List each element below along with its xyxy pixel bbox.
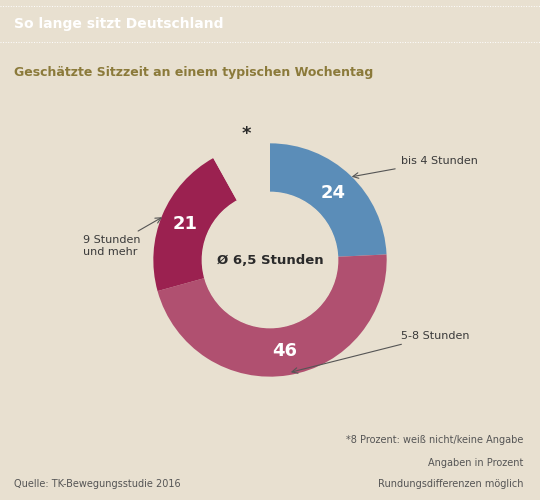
Circle shape [202, 192, 338, 328]
Text: *8 Prozent: weiß nicht/keine Angabe: *8 Prozent: weiß nicht/keine Angabe [347, 435, 524, 445]
Wedge shape [213, 144, 270, 201]
Text: Angaben in Prozent: Angaben in Prozent [428, 458, 524, 468]
Text: Quelle: TK-Bewegungsstudie 2016: Quelle: TK-Bewegungsstudie 2016 [14, 479, 180, 489]
Text: 46: 46 [272, 342, 297, 360]
Text: *: * [242, 125, 252, 143]
Text: Ø 6,5 Stunden: Ø 6,5 Stunden [217, 254, 323, 266]
Wedge shape [158, 254, 387, 376]
Text: bis 4 Stunden: bis 4 Stunden [353, 156, 477, 178]
Text: 21: 21 [172, 216, 198, 234]
Text: Rundungsdifferenzen möglich: Rundungsdifferenzen möglich [379, 479, 524, 489]
Text: 9 Stunden
und mehr: 9 Stunden und mehr [83, 218, 161, 257]
Wedge shape [270, 144, 387, 257]
Wedge shape [153, 158, 237, 291]
Text: 5-8 Stunden: 5-8 Stunden [292, 331, 469, 373]
Text: 24: 24 [321, 184, 346, 202]
Text: So lange sitzt Deutschland: So lange sitzt Deutschland [14, 16, 223, 31]
Text: Geschätzte Sitzzeit an einem typischen Wochentag: Geschätzte Sitzzeit an einem typischen W… [14, 66, 373, 79]
